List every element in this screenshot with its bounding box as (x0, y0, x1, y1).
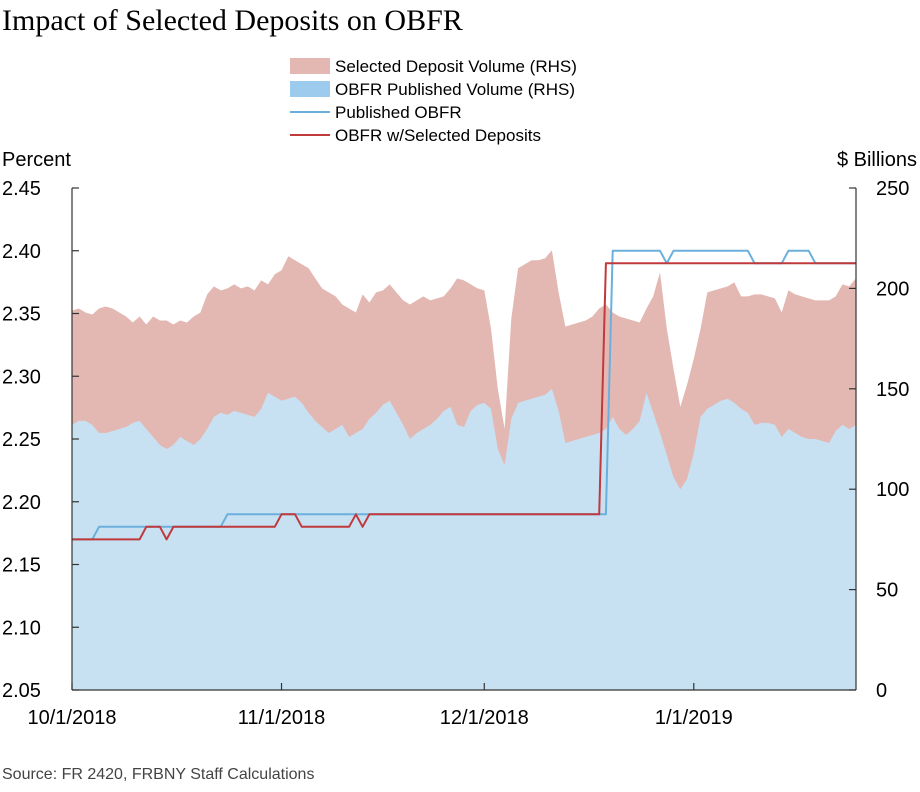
plot-lines (72, 249, 856, 541)
right-tick-label: 200 (876, 278, 909, 300)
left-tick-label: 2.35 (2, 304, 41, 326)
legend-label-published-volume: OBFR Published Volume (RHS) (335, 80, 575, 99)
legend-label-published-obfr: Published OBFR (335, 103, 462, 122)
left-tick-label: 2.30 (2, 366, 41, 388)
left-tick-label: 2.45 (2, 178, 41, 200)
left-tick-label: 2.15 (2, 555, 41, 577)
x-tick-label: 11/1/2018 (238, 707, 326, 729)
legend-label-selected-volume: Selected Deposit Volume (RHS) (335, 57, 577, 76)
legend: Selected Deposit Volume (RHS) OBFR Publi… (290, 57, 577, 145)
left-tick-label: 2.20 (2, 492, 41, 514)
legend-swatch-selected-volume (290, 58, 330, 74)
area-obfr-published-volume (72, 388, 856, 690)
left-tick-label: 2.25 (2, 429, 41, 451)
right-axis-label: $ Billions (837, 149, 917, 171)
left-tick-label: 2.05 (2, 680, 41, 702)
x-tick-label: 1/1/2019 (655, 707, 733, 729)
right-tick-label: 250 (876, 178, 909, 200)
right-tick-label: 150 (876, 379, 909, 401)
left-tick-label: 2.40 (2, 241, 41, 263)
legend-swatch-published-volume (290, 81, 330, 97)
legend-label-obfr-selected: OBFR w/Selected Deposits (335, 126, 541, 145)
right-tick-label: 50 (876, 580, 898, 602)
chart-title: Impact of Selected Deposits on OBFR (2, 4, 463, 37)
line-obfr-selected-deposits (72, 262, 856, 541)
source-note: Source: FR 2420, FRBNY Staff Calculation… (2, 766, 314, 783)
x-tick-label: 12/1/2018 (440, 707, 529, 729)
axes (71, 187, 857, 691)
right-tick-label: 100 (876, 479, 909, 501)
plot-areas (72, 188, 856, 690)
left-tick-label: 2.10 (2, 617, 41, 639)
tick-labels: 2.05 2.10 2.15 2.20 2.25 2.30 2.35 2.40 2.45 0 50 1… (2, 178, 909, 729)
left-axis-label: Percent (2, 149, 71, 171)
right-tick-label: 0 (876, 680, 887, 702)
x-tick-label: 10/1/2018 (28, 707, 117, 729)
